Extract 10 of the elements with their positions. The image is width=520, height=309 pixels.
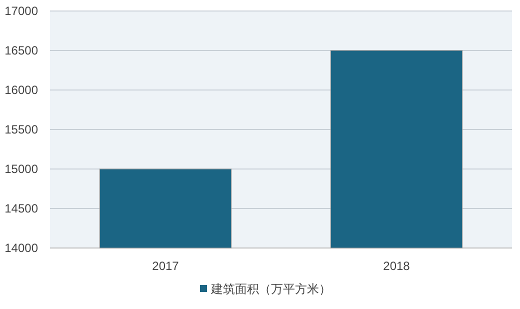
legend-label: 建筑面积（万平方米） <box>210 282 331 296</box>
y-tick-label: 14500 <box>4 202 38 216</box>
y-tick-label: 16500 <box>4 44 38 58</box>
y-tick-label: 15500 <box>4 122 38 136</box>
y-tick-label: 16000 <box>4 83 38 97</box>
y-tick-label: 17000 <box>4 4 38 18</box>
y-tick-label: 15000 <box>4 162 38 176</box>
x-tick-label: 2017 <box>152 259 180 273</box>
x-tick-label: 2018 <box>383 259 410 273</box>
y-tick-label: 14000 <box>4 241 38 255</box>
